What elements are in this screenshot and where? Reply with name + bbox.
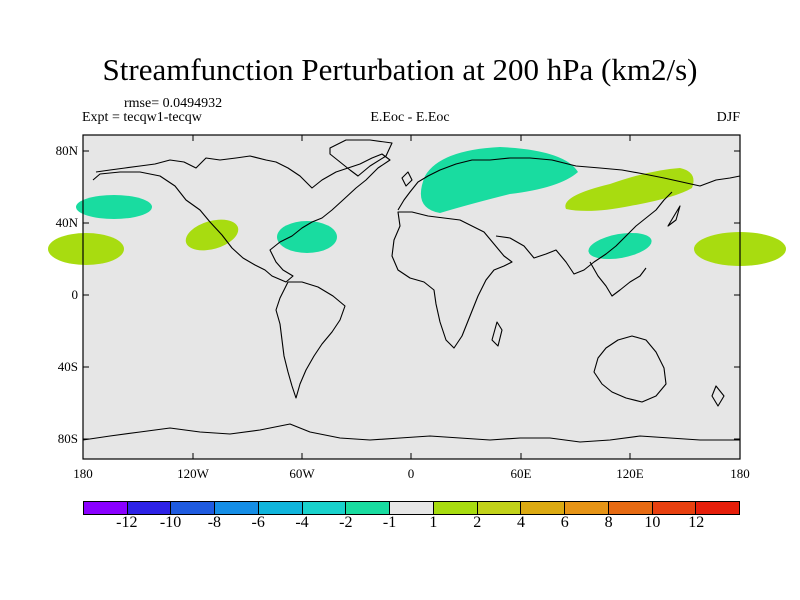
colorbar — [83, 501, 740, 515]
colorbar-labels: -12 -10 -8 -6 -4 -2 -1 1 2 4 6 8 10 12 — [0, 514, 800, 536]
x-tick-label: 0 — [407, 466, 415, 481]
madagascar-coast — [491, 321, 503, 347]
colorbar-label: 12 — [688, 514, 705, 531]
uk-coast — [401, 171, 413, 187]
colorbar-segment — [477, 502, 522, 514]
y-tick-label: 0 — [71, 287, 79, 302]
colorbar-label: -6 — [251, 514, 265, 531]
colorbar-segment — [652, 502, 697, 514]
colorbar-label: 1 — [429, 514, 438, 531]
x-tick-label: 120E — [616, 466, 644, 481]
colorbar-segment — [521, 502, 566, 514]
region-siberia-japan-positive — [565, 168, 694, 211]
colorbar-label: 10 — [644, 514, 661, 531]
colorbar-label: 6 — [560, 514, 569, 531]
colorbar-label: -1 — [382, 514, 397, 531]
colorbar-segment — [302, 502, 347, 514]
colorbar-label: -10 — [159, 514, 182, 531]
colorbar-segment — [696, 502, 740, 514]
med-africa-coast — [391, 211, 513, 349]
colorbar-segment — [390, 502, 434, 514]
colorbar-segment — [171, 502, 216, 514]
colorbar-label: -12 — [116, 514, 138, 531]
japan-coast — [667, 205, 681, 227]
x-tick-label: 180 — [730, 466, 750, 481]
colorbar-label: 4 — [517, 514, 525, 531]
x-tick-label: 180 — [73, 466, 93, 481]
colorbar-label: -4 — [295, 514, 309, 531]
experiment-label: Expt = tecqw1-tecqw — [82, 110, 202, 125]
axis-ticks — [82, 135, 741, 459]
season-label: DJF — [716, 110, 740, 125]
region-central-pacific-positive — [48, 233, 124, 265]
australia-coast — [593, 335, 667, 403]
new-zealand-coast — [711, 385, 725, 407]
y-tick-label: 40S — [57, 359, 78, 374]
colorbar-segment — [433, 502, 478, 514]
colorbar-segment — [565, 502, 609, 514]
x-tick-label: 60E — [510, 466, 532, 481]
rmse-label: rmse= 0.0494932 — [124, 96, 223, 111]
colorbar-label: 2 — [473, 514, 482, 531]
region-atlantic-negative — [277, 221, 337, 253]
colorbar-label: 8 — [604, 514, 613, 531]
region-north-pacific-negative — [76, 195, 152, 219]
y-tick-label: 40N — [55, 215, 78, 230]
colorbar-segment — [84, 502, 128, 514]
colorbar-label: -2 — [339, 514, 353, 531]
comparison-label: E.Eoc - E.Eoc — [370, 110, 450, 125]
europe-asia-coast — [397, 157, 741, 211]
x-tick-label: 120W — [177, 466, 209, 481]
region-eastern-pacific-positive — [185, 219, 239, 251]
colorbar-label: -8 — [207, 514, 222, 531]
coastlines — [82, 139, 741, 443]
southeast-asia-coast — [589, 261, 647, 297]
south-america-coast — [275, 281, 346, 399]
colorbar-segment — [127, 502, 172, 514]
plot-title: Streamfunction Perturbation at 200 hPa (… — [102, 52, 698, 87]
antarctica-coast — [82, 423, 740, 443]
x-tick-label: 60W — [289, 466, 315, 481]
y-tick-label: 80S — [57, 431, 78, 446]
arabia-india-coast — [495, 191, 673, 275]
colorbar-segment — [346, 502, 391, 514]
greenland-coast — [329, 139, 393, 177]
contour-fills — [48, 147, 786, 266]
colorbar-segment — [608, 502, 653, 514]
region-china-negative — [588, 232, 652, 260]
y-tick-label: 80N — [55, 143, 78, 158]
colorbar-segment — [258, 502, 303, 514]
colorbar-segment — [215, 502, 259, 514]
north-america-coast — [92, 153, 391, 283]
